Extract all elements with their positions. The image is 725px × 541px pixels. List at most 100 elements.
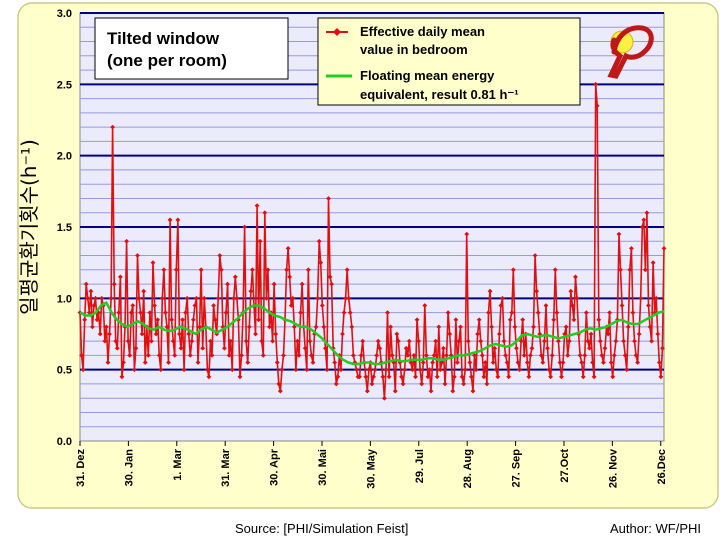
measured-point [400, 381, 406, 387]
measured-point [509, 310, 515, 315]
measured-point [444, 353, 449, 358]
y-tick-label: 0.0 [57, 436, 72, 448]
measured-point [627, 267, 633, 273]
measured-point [83, 281, 89, 287]
measured-point [201, 295, 207, 301]
measured-point [330, 345, 336, 351]
measured-point [456, 338, 462, 344]
measured-point [175, 217, 181, 223]
measured-point [465, 338, 471, 344]
measured-point [546, 367, 552, 373]
measured-point [563, 324, 569, 330]
measured-point [267, 324, 272, 330]
measured-point [593, 81, 599, 87]
measured-point [183, 310, 189, 315]
measured-point [506, 374, 512, 380]
measured-point [295, 338, 300, 344]
measured-point [486, 310, 491, 315]
measured-point [190, 317, 196, 323]
measured-point [108, 295, 114, 301]
measured-point [639, 224, 645, 230]
measured-point [423, 353, 429, 358]
measured-point [152, 303, 157, 308]
measured-point [582, 353, 588, 358]
measured-point [90, 324, 95, 330]
measured-point [377, 345, 383, 351]
measured-point [222, 345, 227, 351]
measured-point [422, 303, 428, 308]
measured-point [276, 381, 282, 387]
measured-point [358, 353, 364, 358]
measured-point [80, 367, 86, 373]
measured-point [455, 360, 460, 365]
measured-point [107, 331, 112, 337]
measured-point [622, 353, 628, 358]
measured-point [200, 345, 206, 351]
measured-point [277, 388, 283, 394]
measured-point [287, 274, 293, 280]
measured-point [517, 367, 522, 373]
measured-point [360, 338, 366, 344]
measured-point [248, 288, 254, 294]
measured-point [490, 360, 496, 365]
measured-point [414, 317, 420, 323]
y-tick-label: 1.5 [57, 222, 72, 234]
measured-point [597, 338, 603, 344]
measured-point [270, 338, 275, 344]
measured-point [299, 281, 305, 287]
measured-point [366, 367, 372, 373]
measured-point [399, 374, 404, 380]
measured-point [293, 367, 299, 373]
measured-point [158, 367, 164, 373]
measured-point [326, 196, 331, 201]
measured-point [594, 103, 600, 109]
measured-point [229, 367, 235, 373]
measured-point [602, 345, 608, 351]
measured-point [113, 338, 119, 344]
measured-point [501, 338, 507, 344]
measured-point [139, 331, 145, 337]
measured-point [641, 217, 647, 223]
x-tick-label: 26.Dec [656, 449, 668, 484]
measured-point [239, 353, 244, 358]
measured-point [507, 317, 513, 323]
measured-point [557, 360, 563, 365]
measured-point [102, 338, 108, 344]
measured-point [131, 367, 137, 373]
measured-point [633, 353, 639, 358]
measured-point [208, 338, 213, 344]
measured-point [135, 253, 140, 258]
measured-point [514, 345, 519, 351]
measured-point [500, 295, 505, 301]
legend-marker-measured [333, 28, 341, 36]
measured-point [364, 388, 370, 394]
measured-point [647, 324, 653, 330]
measured-point [475, 331, 481, 337]
measured-point [619, 303, 625, 308]
measured-point [495, 374, 501, 380]
measured-point [263, 295, 269, 301]
measured-point [406, 338, 412, 344]
measured-point [119, 374, 125, 380]
measured-point [385, 310, 390, 315]
measured-point [451, 374, 457, 380]
x-tick-label: 30. May [365, 448, 377, 489]
measured-point [551, 317, 557, 323]
measured-point [187, 353, 193, 358]
measured-point [166, 360, 171, 365]
measured-point [262, 210, 268, 216]
series-floating-mean [79, 301, 665, 366]
measured-point [159, 295, 165, 301]
measured-point [484, 381, 490, 387]
measured-point [163, 310, 168, 315]
measured-point [86, 310, 92, 315]
measured-point [459, 374, 465, 380]
measured-point [642, 267, 648, 273]
measured-point [402, 367, 408, 373]
measured-point [548, 374, 554, 380]
measured-point [439, 360, 445, 365]
measured-point [161, 267, 167, 273]
measured-point [430, 360, 435, 365]
measured-point [383, 367, 389, 373]
measured-point [180, 317, 185, 323]
